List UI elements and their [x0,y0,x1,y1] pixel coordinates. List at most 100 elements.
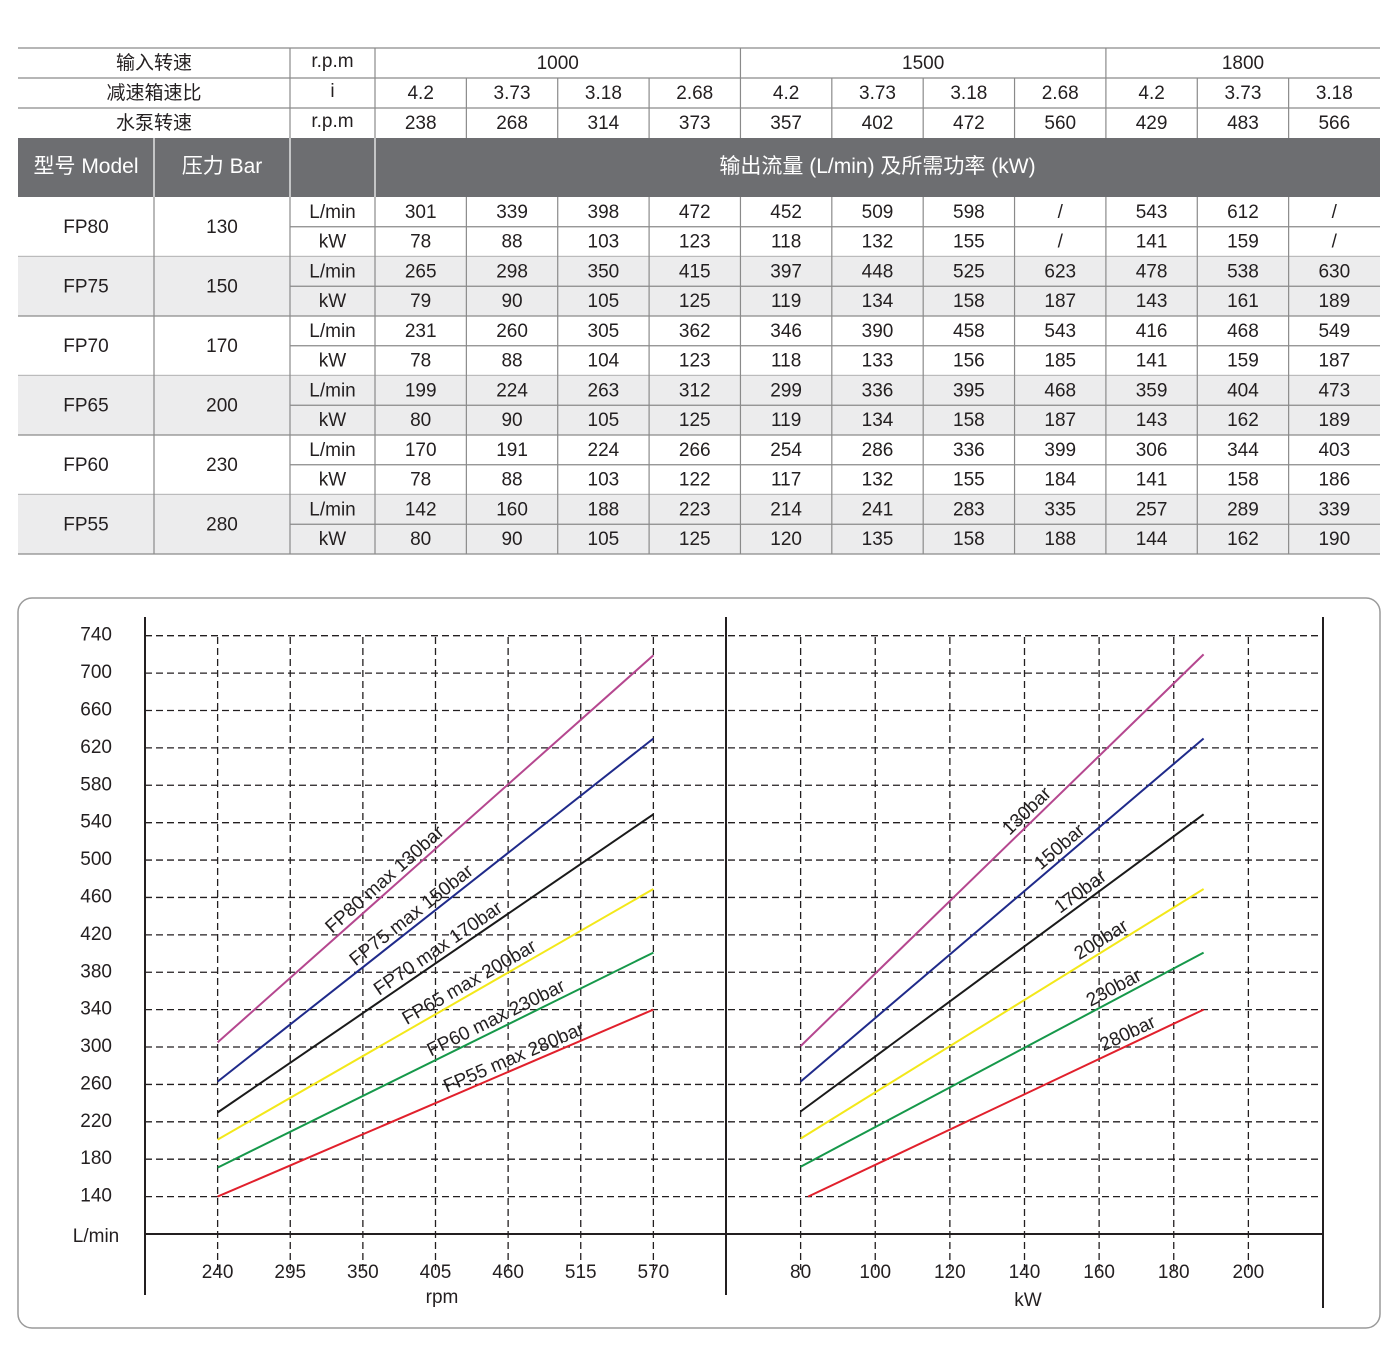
cell: 403 [1318,440,1350,461]
cell: 566 [1318,113,1350,134]
row-unit: kW [319,351,347,372]
cell: / [1332,232,1338,253]
chart-frame [17,597,1381,1329]
cell: 80 [410,410,431,431]
cell: 458 [953,321,985,342]
y-axis-label: L/min [73,1226,119,1247]
cell: 305 [588,321,620,342]
series-line [216,737,655,1083]
cell: 398 [588,202,620,223]
cell: 339 [496,202,528,223]
cell: 88 [501,470,522,491]
cell: 78 [410,351,431,372]
y-tick-label: 500 [80,849,112,870]
model: FP70 [63,336,108,357]
cell: 161 [1227,291,1259,312]
x-tick-label: 180 [1158,1262,1190,1283]
cell: 4.2 [773,83,799,104]
cell: 125 [679,291,711,312]
y-tick-label: 420 [80,924,112,945]
series-label: FP80 max 130bar [322,821,449,937]
cell: 189 [1318,291,1350,312]
cell: 88 [501,232,522,253]
cell: 186 [1318,470,1350,491]
x-tick-label: 100 [859,1262,891,1283]
model: FP55 [63,514,108,535]
cell: 125 [679,410,711,431]
cell: 630 [1318,261,1350,282]
cell: 395 [953,380,985,401]
cell: 478 [1136,261,1168,282]
model: FP65 [63,395,108,416]
cell: 184 [1044,470,1076,491]
row-unit: L/min [309,440,355,461]
cell: 314 [588,113,620,134]
cell: 339 [1318,499,1350,520]
cell: 162 [1227,529,1259,550]
pressure: 230 [206,455,238,476]
cell: 612 [1227,202,1259,223]
cell: 189 [1318,410,1350,431]
cell: 415 [679,261,711,282]
header-bg [18,138,1380,197]
y-tick-label: 340 [80,999,112,1020]
cell: 2.68 [1042,83,1079,104]
cell: 158 [953,529,985,550]
cell: 185 [1044,351,1076,372]
pressure: 280 [206,514,238,535]
series-line [217,813,654,1114]
cell: 468 [1044,380,1076,401]
pressure: 150 [206,276,238,297]
x-tick-label: 570 [638,1262,670,1283]
row-unit: r.p.m [311,111,353,132]
cell: 543 [1044,321,1076,342]
cell: 119 [771,410,801,431]
row-unit: kW [319,232,347,253]
cell: 118 [771,351,801,372]
cell: 187 [1318,351,1350,372]
model: FP80 [63,217,108,238]
cell: 160 [496,499,528,520]
cell: 560 [1044,113,1076,134]
cell: 156 [953,351,985,372]
cell: 159 [1227,232,1259,253]
cell: 509 [862,202,894,223]
cell: 268 [496,113,528,134]
row-label: 减速箱速比 [106,82,201,104]
cell: 390 [862,321,894,342]
cell: 4.2 [407,83,433,104]
x-tick-label: 160 [1083,1262,1115,1283]
cell: 144 [1136,529,1168,550]
cell: 538 [1227,261,1259,282]
cell: 4.2 [1138,83,1164,104]
cell: 3.18 [950,83,987,104]
cell: 299 [770,380,802,401]
y-tick-label: 460 [80,886,112,907]
cell: 188 [1044,529,1076,550]
cell: 404 [1227,380,1259,401]
cell: 3.18 [1316,83,1353,104]
cell: 306 [1136,440,1168,461]
cell: 265 [405,261,437,282]
pressure: 130 [206,217,238,238]
series-label: 280bar [1097,1011,1160,1056]
series-line [800,888,1205,1140]
y-tick-label: 700 [80,662,112,683]
cell: 223 [679,499,711,520]
cell: 357 [770,113,802,134]
y-tick-label: 660 [80,700,112,721]
series-line [807,1008,1205,1198]
cell: 286 [862,440,894,461]
cell: 416 [1136,321,1168,342]
cell: 162 [1227,410,1259,431]
series-line [217,888,654,1141]
row-unit: L/min [309,380,355,401]
series-label: 150bar [1030,820,1089,875]
cell: 362 [679,321,711,342]
cell: 344 [1227,440,1259,461]
cell: 283 [953,499,985,520]
cell: 155 [953,470,985,491]
y-tick-label: 300 [80,1036,112,1057]
x-tick-label: 120 [934,1262,966,1283]
cell: 266 [679,440,711,461]
